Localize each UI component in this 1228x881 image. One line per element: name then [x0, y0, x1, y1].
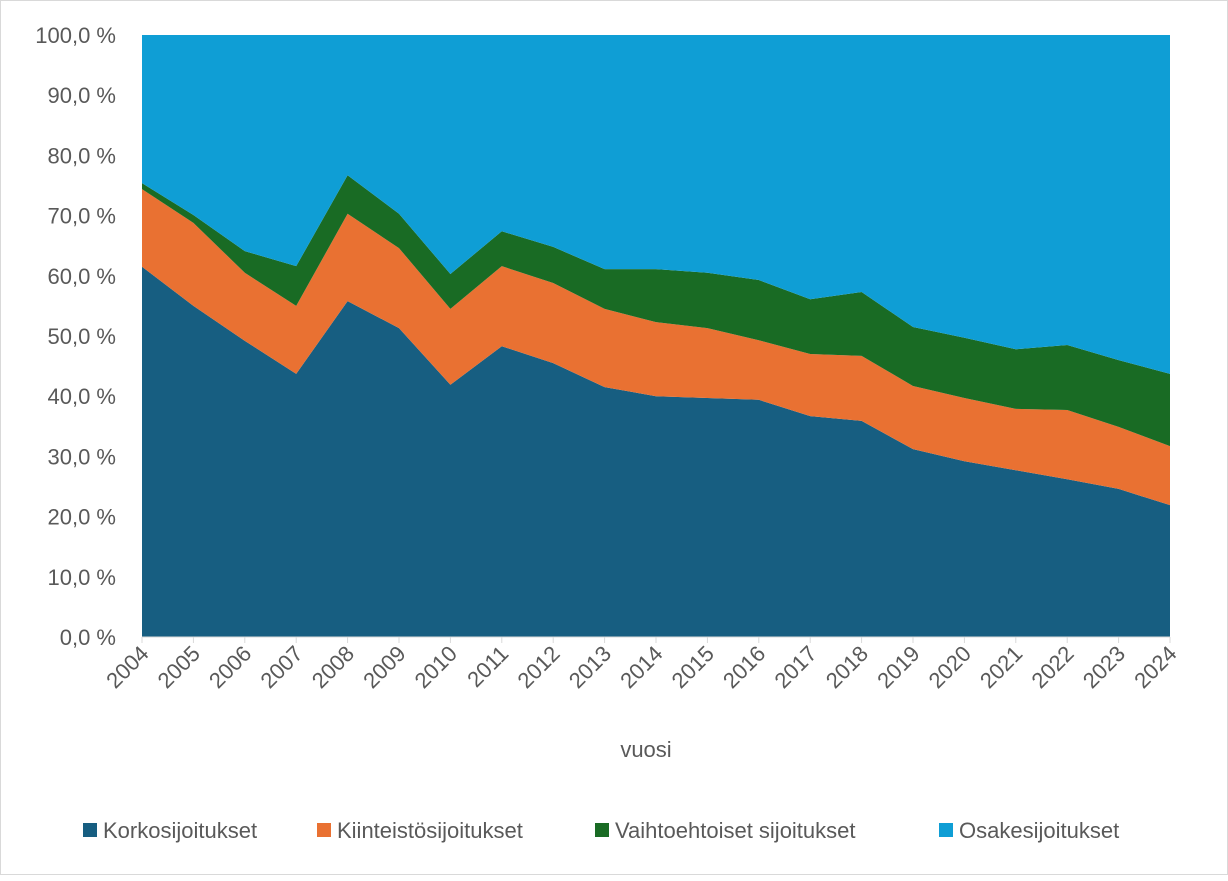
legend-swatch	[595, 823, 609, 837]
y-tick-label: 30,0 %	[48, 444, 117, 469]
legend-label: Kiinteistösijoitukset	[337, 818, 523, 843]
x-tick-label: 2019	[872, 641, 924, 693]
x-tick-label: 2015	[667, 641, 719, 693]
x-tick-label: 2010	[410, 641, 462, 693]
x-tick-label: 2022	[1026, 641, 1078, 693]
y-tick-label: 90,0 %	[48, 83, 117, 108]
legend-label: Vaihtoehtoiset sijoitukset	[615, 818, 856, 843]
x-tick-label: 2020	[924, 641, 976, 693]
x-tick-label: 2005	[153, 641, 205, 693]
legend-swatch	[83, 823, 97, 837]
y-tick-label: 80,0 %	[48, 143, 117, 168]
x-tick-label: 2012	[512, 641, 564, 693]
x-tick-label: 2023	[1078, 641, 1130, 693]
x-tick-label: 2006	[204, 641, 256, 693]
legend-item-3: Osakesijoitukset	[939, 818, 1119, 843]
y-tick-label: 10,0 %	[48, 565, 117, 590]
y-tick-label: 20,0 %	[48, 505, 117, 530]
legend-label: Osakesijoitukset	[959, 818, 1119, 843]
area-series-3	[142, 35, 1170, 374]
x-tick-label: 2007	[255, 641, 307, 693]
x-tick-label: 2024	[1129, 641, 1181, 693]
x-tick-label: 2009	[358, 641, 410, 693]
y-tick-label: 0,0 %	[60, 625, 116, 650]
x-tick-label: 2017	[769, 641, 821, 693]
x-tick-label: 2013	[564, 641, 616, 693]
y-tick-label: 100,0 %	[35, 23, 116, 48]
legend-swatch	[939, 823, 953, 837]
x-tick-label: 2016	[718, 641, 770, 693]
legend-swatch	[317, 823, 331, 837]
y-tick-label: 70,0 %	[48, 204, 117, 229]
x-tick-label: 2014	[615, 641, 667, 693]
areas	[142, 35, 1170, 637]
x-tick-label: 2018	[821, 641, 873, 693]
area-series-2	[142, 175, 1170, 447]
y-tick-label: 50,0 %	[48, 324, 117, 349]
x-tick-label: 2011	[462, 641, 513, 692]
legend: Korkosijoitukset Kiinteistösijoitukset Vai…	[83, 818, 1119, 843]
x-axis: 2004 2005 2006 2007 2008 2009 2010 2011 2012 2013…	[101, 637, 1182, 693]
x-axis-label: vuosi	[620, 737, 671, 762]
legend-item-0: Korkosijoitukset	[83, 818, 257, 843]
legend-label: Korkosijoitukset	[103, 818, 257, 843]
x-tick-label: 2021	[975, 641, 1027, 693]
x-tick-label: 2008	[307, 641, 359, 693]
y-tick-label: 60,0 %	[48, 264, 117, 289]
legend-item-1: Kiinteistösijoitukset	[317, 818, 523, 843]
y-tick-label: 40,0 %	[48, 384, 117, 409]
area-series-0	[142, 266, 1170, 637]
legend-item-2: Vaihtoehtoiset sijoitukset	[595, 818, 856, 843]
area-series-1	[142, 189, 1170, 506]
